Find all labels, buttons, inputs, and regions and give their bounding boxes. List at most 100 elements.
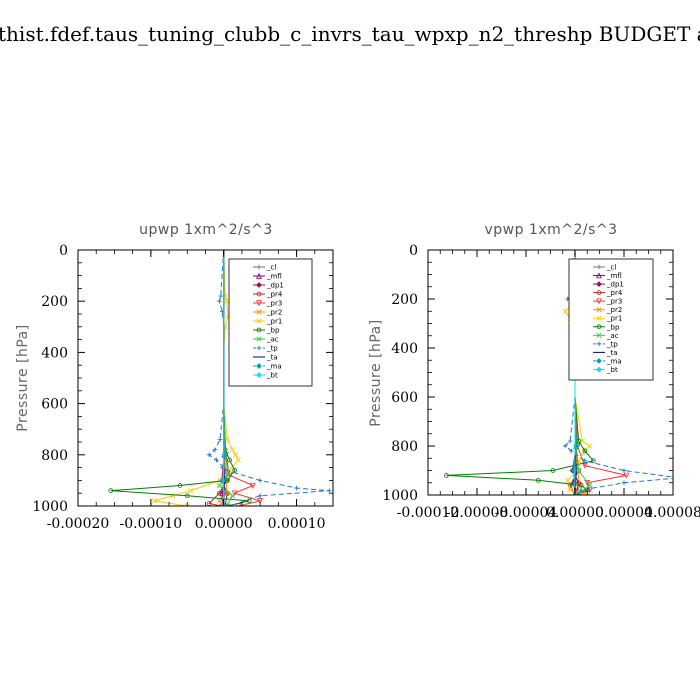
- point-vpwp_pr1-9: [579, 438, 585, 444]
- legend-marker-vpwp_pr4: [596, 290, 602, 295]
- point-vpwp_tp-9: [562, 443, 568, 449]
- point-vpwp_bp-5: [582, 448, 588, 454]
- legend-marker-vpwp_pr3: [596, 298, 602, 305]
- xtick-label-upwp: 0.00000: [195, 516, 253, 532]
- legend-label-vpwp_pr3: _pr3: [606, 298, 622, 306]
- point-upwp_ac-8: [224, 503, 230, 506]
- panel-upwp: upwp 1xm^2/s^3 Pressure [hPa] 0 200 400 600…: [15, 222, 334, 532]
- point-upwp_tp-7: [217, 437, 223, 442]
- xtick-label-vpwp: 0.00008: [644, 505, 700, 521]
- legend-upwp: _cl_mfl_dp1_pr4_pr3_pr2_pr1_bp_ac_tp_ta_…: [228, 258, 313, 387]
- legend-label-vpwp_pr1: _pr1: [606, 315, 622, 323]
- legend-marker-vpwp_cl: [596, 264, 602, 270]
- legend-label-upwp_tp: _tp: [266, 345, 278, 353]
- point-upwp_pr4-7: [206, 501, 212, 506]
- point-upwp_tp-10: [214, 457, 219, 463]
- xtick-label-vpwp: 0.00000: [546, 505, 604, 521]
- legend-label-upwp_ac: _ac: [266, 336, 279, 344]
- xtick-label-vpwp: 0.00004: [595, 505, 653, 521]
- point-upwp_pr4-6: [216, 490, 222, 496]
- point-vpwp_bp-4: [576, 438, 582, 444]
- point-vpwp_tp-15: [578, 487, 584, 493]
- figure-title: thist.fdef.taus_tuning_clubb_c_invrs_tau…: [0, 22, 700, 46]
- point-upwp_pr2-6: [224, 490, 230, 496]
- legend-label-upwp_pr2: _pr2: [266, 309, 282, 317]
- point-upwp_pr1-13: [188, 488, 194, 494]
- point-upwp_bp-5: [227, 457, 232, 463]
- point-upwp_tp-15: [257, 493, 263, 499]
- point-vpwp_ac-6: [587, 482, 593, 488]
- legend-label-vpwp_tp: _tp: [606, 340, 618, 348]
- ytick-label-upwp: 800: [41, 448, 68, 464]
- legend-label-upwp_ta: _ta: [266, 354, 278, 362]
- panel-title-vpwp: vpwp 1xm^2/s^3: [484, 222, 617, 238]
- legend-label-vpwp_dp1: _dp1: [606, 281, 624, 289]
- legend-marker-vpwp_pr1: [596, 315, 602, 321]
- point-upwp_tp-14: [327, 488, 332, 493]
- point-vpwp_bp-9: [535, 477, 541, 483]
- point-upwp_pr1-2: [224, 298, 230, 304]
- legend-label-vpwp_bt: _bt: [606, 366, 618, 374]
- series-upwp_pr1: [154, 250, 239, 506]
- legend-label-vpwp_mfl: _mfl: [606, 272, 622, 280]
- ytick-label-upwp: 1000: [32, 499, 68, 515]
- point-upwp_ac-5: [225, 472, 231, 478]
- point-upwp_tp-13: [294, 485, 299, 491]
- legend-marker-upwp_bp: [256, 327, 262, 333]
- legend-marker-upwp_pr1: [256, 318, 262, 324]
- ytick-label-upwp: 0: [59, 243, 68, 259]
- legend-marker-upwp_tp: [256, 345, 262, 351]
- point-upwp_tp-12: [257, 478, 263, 483]
- point-vpwp_tp-8: [567, 438, 573, 444]
- legend-label-upwp_mfl: _mfl: [266, 273, 282, 281]
- point-vpwp_pr1-10: [587, 443, 593, 449]
- xtick-label-upwp: -0.00020: [47, 516, 110, 532]
- point-upwp_bp-9: [108, 488, 114, 493]
- point-upwp_pr1-12: [217, 477, 223, 484]
- legend-marker-vpwp_dp1: [596, 281, 602, 287]
- point-vpwp_tp-10: [569, 448, 574, 454]
- legend-label-upwp_pr3: _pr3: [266, 300, 282, 308]
- ylabel-upwp: Pressure [hPa]: [15, 324, 31, 431]
- point-vpwp_pr3-5: [581, 462, 588, 469]
- legend-marker-upwp_pr4: [256, 291, 262, 297]
- point-upwp_pr2-7: [216, 498, 222, 504]
- legend-marker-vpwp_mfl: [596, 272, 602, 279]
- ytick-label-vpwp: 0: [409, 243, 418, 259]
- point-vpwp_tp-14: [621, 480, 627, 486]
- legend-marker-vpwp_tp: [596, 341, 602, 347]
- legend-vpwp: _cl_mfl_dp1_pr4_pr3_pr2_pr1_bp_ac_tp_ta _…: [568, 258, 654, 381]
- legend-label-vpwp_cl: _cl: [606, 264, 616, 272]
- point-upwp_ac-7: [229, 493, 236, 499]
- legend-marker-upwp_pr3: [256, 300, 262, 307]
- ytick-label-upwp: 600: [41, 397, 68, 413]
- ytick-label-upwp: 200: [41, 294, 68, 310]
- xtick-label-upwp: 0.00010: [268, 516, 326, 532]
- plot-area-vpwp: 0 200 400 600 800 1000-0.00012-0.00008-0.0000…: [382, 243, 700, 521]
- point-vpwp_tp-13: [677, 476, 682, 481]
- legend-label-upwp_bt: _bt: [266, 372, 278, 380]
- legend-label-vpwp_ta: _ta: [606, 349, 618, 357]
- plot-area-upwp: 0 200 400 600 800 1000-0.00020 -0.00010 0.00000…: [32, 243, 334, 532]
- point-upwp_ma-5: [220, 477, 226, 484]
- legend-label-vpwp_ac: _ac: [606, 332, 619, 340]
- point-vpwp_pr3-6: [623, 472, 630, 479]
- legend-label-vpwp_pr4: _pr4: [606, 289, 623, 297]
- point-vpwp_pr4-6: [567, 482, 573, 488]
- point-upwp_tp-2: [217, 298, 222, 304]
- legend-label-vpwp_bp: _bp: [606, 323, 620, 331]
- point-vpwp_tp-12: [621, 468, 627, 473]
- point-upwp_pr3-8: [257, 498, 264, 505]
- legend-box-vpwp: [568, 258, 654, 381]
- legend-box-upwp: [228, 258, 313, 387]
- xtick-label-vpwp: -0.00004: [495, 505, 558, 521]
- legend-marker-upwp_dp1: [256, 282, 262, 288]
- legend-label-vpwp_pr2: _pr2: [606, 306, 622, 314]
- ytick-label-vpwp: 1000: [382, 488, 418, 504]
- legend-marker-vpwp_ma: [596, 358, 602, 364]
- legend-marker-vpwp_ac: [596, 332, 602, 338]
- point-upwp_pr1-16: [184, 503, 190, 506]
- point-vpwp_ac-5: [576, 467, 582, 474]
- ytick-label-vpwp: 400: [391, 341, 418, 357]
